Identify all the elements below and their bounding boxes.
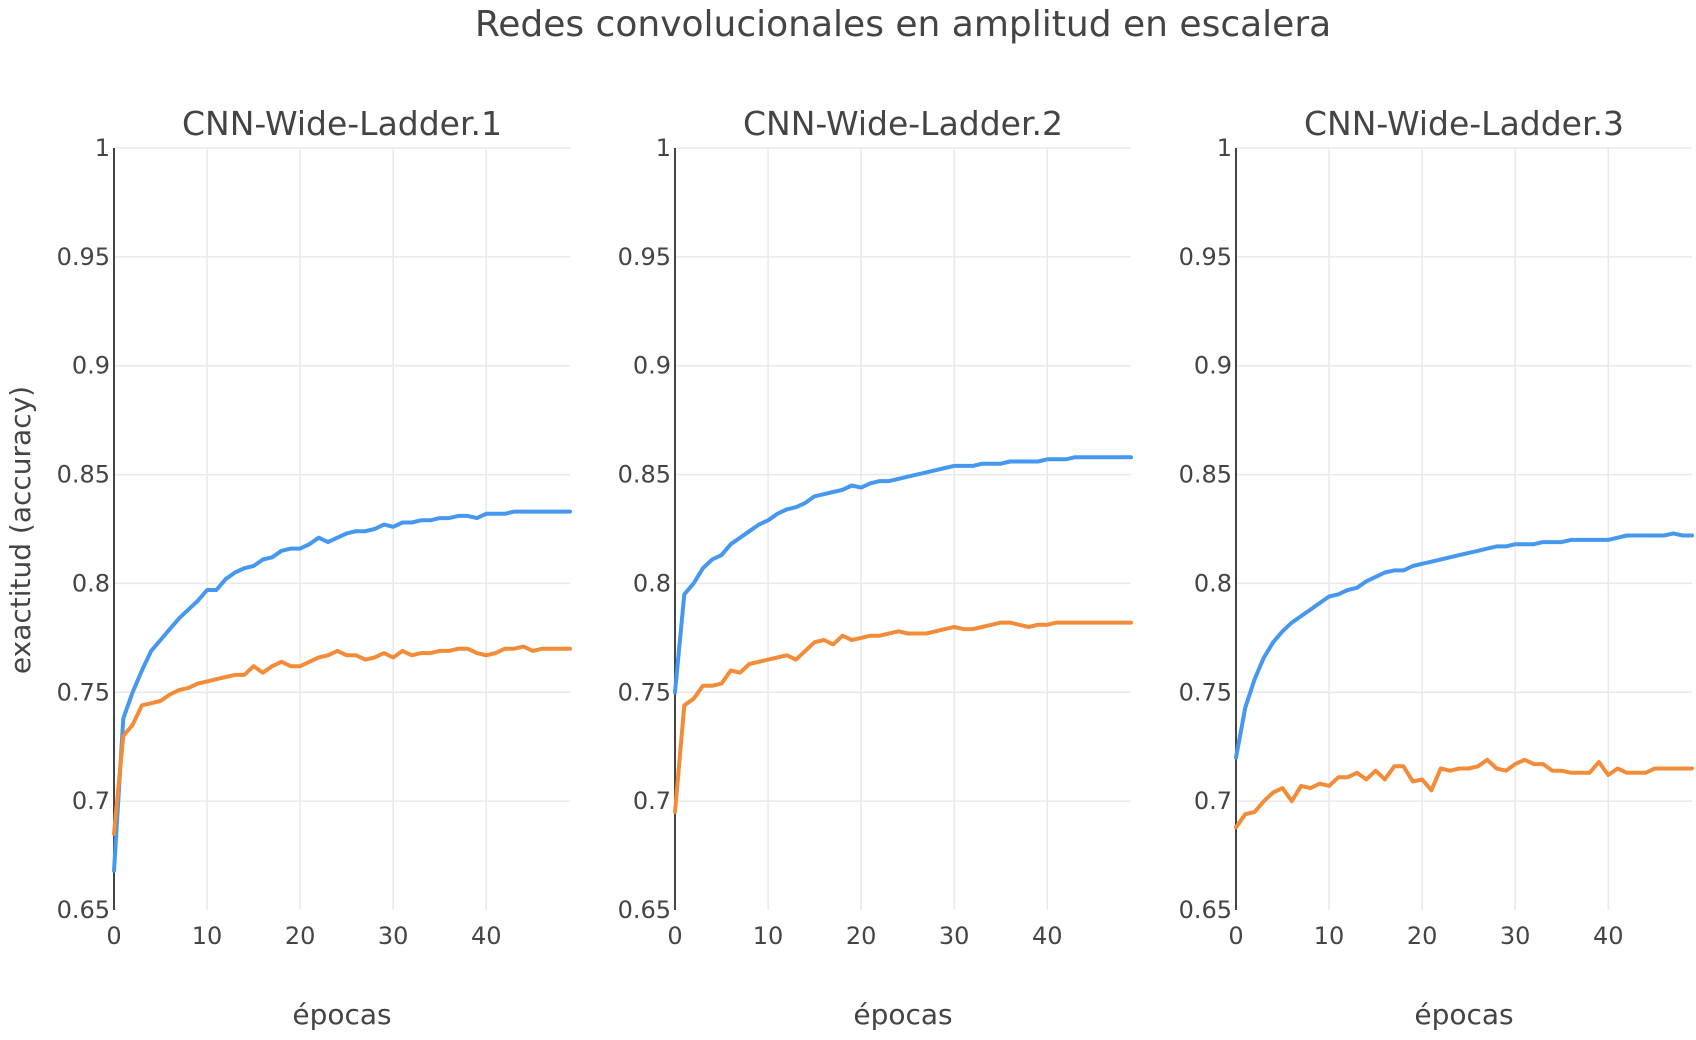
y-tick-label: 0.7 [633,787,671,815]
x-tick-label: 0 [106,922,121,950]
x-tick-label: 20 [1407,922,1438,950]
x-tick-label: 40 [1032,922,1063,950]
x-axis-title: épocas [292,998,391,1031]
x-tick-label: 0 [1228,922,1243,950]
y-tick-label: 1 [95,134,110,162]
series-line-2 [1234,757,1694,830]
y-tick-label: 0.7 [72,787,110,815]
y-tick-label: 0.65 [618,896,671,924]
y-tick-label: 0.75 [618,678,671,706]
y-tick-label: 0.65 [57,896,110,924]
y-tick-label: 1 [656,134,671,162]
y-tick-label: 0.75 [1179,678,1232,706]
y-tick-label: 0.8 [633,569,671,597]
series-line-2 [112,644,572,836]
x-tick-label: 10 [753,922,784,950]
series-line-1 [1234,531,1694,760]
x-tick-label: 40 [1593,922,1624,950]
y-axis-title: exactitud (accuracy) [4,386,37,674]
subplot-title: CNN-Wide-Ladder.3 [1304,104,1624,143]
y-tick-label: 0.85 [618,461,671,489]
x-tick-label: 20 [846,922,877,950]
series-line-1 [112,509,572,873]
x-tick-label: 10 [192,922,223,950]
x-axis-title: épocas [853,998,952,1031]
chart-title: Redes convolucionales en amplitud en esc… [475,4,1331,45]
y-tick-label: 0.85 [57,461,110,489]
x-tick-label: 30 [378,922,409,950]
y-tick-label: 0.8 [72,569,110,597]
y-tick-label: 0.95 [618,243,671,271]
y-tick-label: 0.65 [1179,896,1232,924]
x-tick-label: 40 [471,922,502,950]
x-tick-label: 30 [1500,922,1531,950]
subplot-title: CNN-Wide-Ladder.1 [182,104,502,143]
y-tick-label: 0.8 [1194,569,1232,597]
y-tick-label: 0.95 [1179,243,1232,271]
y-tick-label: 0.85 [1179,461,1232,489]
subplot-title: CNN-Wide-Ladder.2 [743,104,1063,143]
x-axis-title: épocas [1414,998,1513,1031]
y-tick-label: 0.7 [1194,787,1232,815]
y-tick-label: 0.9 [1194,352,1232,380]
series-line-1 [673,455,1133,695]
x-tick-label: 0 [667,922,682,950]
x-tick-label: 20 [285,922,316,950]
y-tick-label: 0.95 [57,243,110,271]
y-tick-label: 1 [1217,134,1232,162]
y-tick-label: 0.9 [72,352,110,380]
y-tick-label: 0.9 [633,352,671,380]
x-tick-label: 10 [1314,922,1345,950]
x-tick-label: 30 [939,922,970,950]
series-line-2 [673,620,1133,814]
y-tick-label: 0.75 [57,678,110,706]
